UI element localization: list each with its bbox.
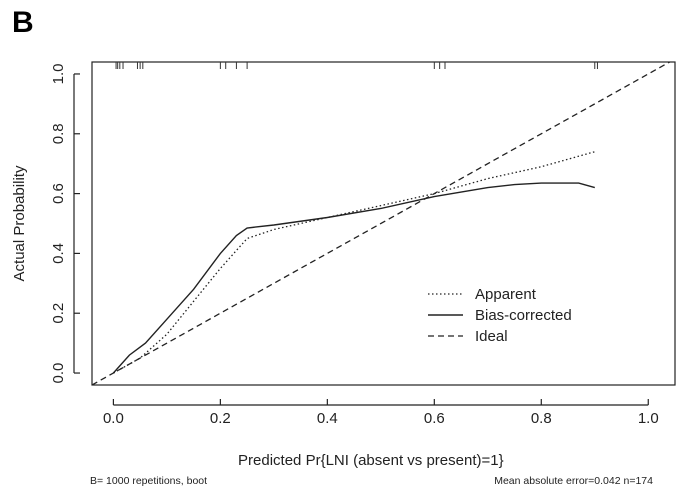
series-line-ideal bbox=[92, 62, 671, 385]
y-tick-label: 0.8 bbox=[50, 123, 67, 144]
y-tick-label: 0.0 bbox=[50, 363, 67, 384]
x-axis-title: Predicted Pr{LNI (absent vs present)=1} bbox=[238, 452, 504, 469]
legend-label: Ideal bbox=[475, 328, 508, 345]
series-line-bias-corrected bbox=[112, 182, 595, 374]
x-tick-label: 0.6 bbox=[424, 410, 445, 427]
footnote-right: Mean absolute error=0.042 n=174 bbox=[494, 475, 653, 487]
y-axis-title: Actual Probability bbox=[11, 165, 28, 281]
x-tick-label: 0.8 bbox=[531, 410, 552, 427]
legend-label: Apparent bbox=[475, 286, 537, 303]
x-tick-label: 1.0 bbox=[638, 410, 659, 427]
plot-frame bbox=[91, 61, 676, 386]
footnote-left: B= 1000 repetitions, boot bbox=[90, 475, 207, 487]
y-tick-label: 0.4 bbox=[50, 243, 67, 264]
y-tick-label: 0.6 bbox=[50, 183, 67, 204]
x-tick-label: 0.4 bbox=[317, 410, 338, 427]
y-tick-label: 0.2 bbox=[50, 303, 67, 324]
x-tick-label: 0.0 bbox=[103, 410, 124, 427]
x-tick-label: 0.2 bbox=[210, 410, 231, 427]
series-line-apparent bbox=[113, 151, 595, 374]
y-tick-label: 1.0 bbox=[50, 64, 67, 85]
legend-label: Bias-corrected bbox=[475, 307, 572, 324]
series-group bbox=[92, 62, 671, 385]
panel-label: B bbox=[12, 6, 34, 39]
